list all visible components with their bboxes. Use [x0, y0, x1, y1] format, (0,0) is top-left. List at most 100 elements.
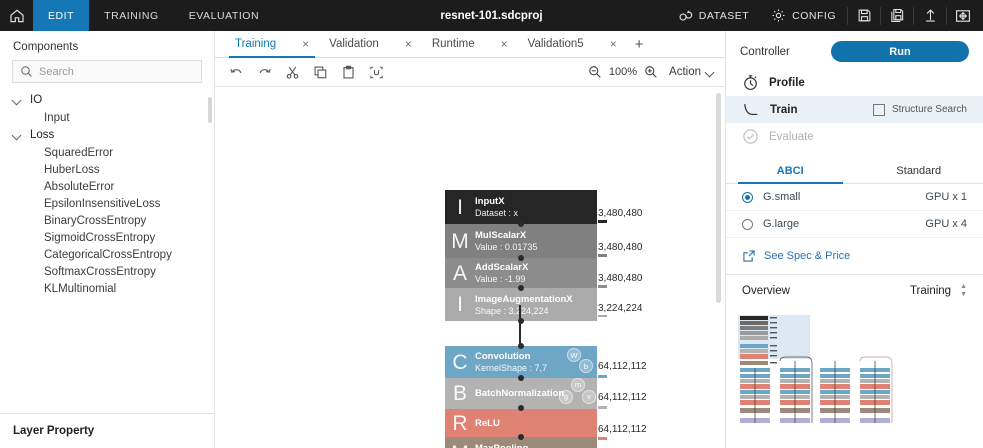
instance-option-gsmall[interactable]: G.small GPU x 1 — [726, 184, 983, 211]
header-tab-edit[interactable]: EDIT — [33, 0, 90, 31]
sidebar-item-squarederror[interactable]: SquaredError — [44, 146, 114, 159]
sidebar-item-epsiloninsensitiveloss[interactable]: EpsilonInsensitiveLoss — [44, 197, 161, 210]
header-tab-training[interactable]: TRAINING — [89, 0, 174, 31]
controller-row-profile[interactable]: Profile — [726, 69, 983, 96]
tab-abci[interactable]: ABCI — [726, 158, 855, 184]
sidebar-scrollbar[interactable] — [208, 97, 212, 123]
search-field[interactable] — [12, 60, 202, 83]
controller-row-train[interactable]: Train Structure Search — [726, 96, 983, 123]
save-icon[interactable] — [848, 0, 880, 31]
toolbar-right: 100% Action — [588, 65, 717, 79]
stepper-up[interactable]: ▲ — [960, 283, 967, 290]
dataset-button[interactable]: DATASET — [667, 0, 760, 31]
sidebar-item-clipped[interactable] — [0, 297, 214, 304]
graph-node-relu[interactable]: R ReLU — [445, 409, 597, 437]
instance-option-glarge[interactable]: G.large GPU x 4 — [726, 211, 983, 238]
sidebar-item-binarycrossentropy[interactable]: BinaryCrossEntropy — [44, 214, 147, 227]
controller-row-evaluate[interactable]: Evaluate — [726, 123, 983, 150]
sidebar-item-absoluteerror[interactable]: AbsoluteError — [44, 180, 115, 193]
radio-icon[interactable] — [742, 218, 753, 230]
home-icon[interactable] — [0, 0, 33, 31]
sidebar-item-input[interactable]: Input — [44, 111, 70, 124]
close-icon[interactable]: × — [302, 37, 310, 51]
fit-screen-icon[interactable] — [947, 0, 979, 31]
tab-standard[interactable]: Standard — [896, 165, 942, 177]
components-list[interactable]: IO Input Loss SquaredError HuberLoss Abs… — [0, 91, 214, 413]
node-glyph: I — [457, 195, 463, 219]
node-port[interactable] — [518, 318, 524, 324]
search-input[interactable] — [39, 65, 194, 78]
param-badge-v[interactable]: v — [582, 389, 596, 404]
cut-icon[interactable] — [279, 60, 305, 84]
tab-training[interactable]: Training × — [225, 31, 319, 58]
node-port[interactable] — [518, 255, 524, 261]
tab-validation5[interactable]: Validation5 × — [518, 31, 627, 57]
zoom-level: 100% — [608, 66, 638, 78]
header-tab-evaluation[interactable]: EVALUATION — [174, 0, 274, 31]
sidebar-item-klmultinomial[interactable]: KLMultinomial — [44, 282, 117, 295]
zoom-out-icon[interactable] — [588, 65, 602, 79]
graph-node-inputx[interactable]: I InputX Dataset : x — [445, 190, 597, 224]
graph-node-addscalarx[interactable]: A AddScalarX Value : -1.99 — [445, 258, 597, 288]
sidebar-group-io[interactable]: IO — [0, 91, 214, 109]
param-badge-g[interactable]: g — [559, 389, 573, 404]
structure-search-toggle[interactable]: Structure Search — [872, 103, 967, 116]
undo-icon[interactable] — [223, 60, 249, 84]
close-icon[interactable]: × — [404, 37, 412, 51]
save-as-icon[interactable] — [881, 0, 913, 31]
node-port[interactable] — [518, 343, 524, 349]
edge-input-chain — [519, 305, 521, 347]
node-dimension: 64,112,112 — [598, 361, 647, 372]
overview-selector[interactable]: Training ▲ ▼ — [910, 283, 967, 298]
node-port[interactable] — [518, 434, 524, 440]
node-glyph: M — [451, 229, 469, 253]
config-button[interactable]: CONFIG — [760, 0, 847, 31]
checkbox-icon[interactable] — [872, 103, 885, 116]
network-canvas[interactable]: I InputX Dataset : x 3,480,480 M MulScal… — [215, 87, 725, 448]
graph-node-mulscalarx[interactable]: M MulScalarX Value : 0.01735 — [445, 224, 597, 258]
stepper-icon[interactable]: ▲ ▼ — [960, 283, 967, 298]
canvas-vertical-scrollbar[interactable] — [716, 93, 721, 303]
add-tab-button[interactable]: + — [634, 35, 644, 53]
overview-thumbnail[interactable] — [726, 307, 983, 448]
upload-icon[interactable] — [914, 0, 946, 31]
config-label: CONFIG — [792, 9, 836, 22]
param-badge-w[interactable]: W — [567, 348, 581, 362]
instance-label: G.small — [763, 191, 801, 203]
sidebar-item-softmaxcrossentropy[interactable]: SoftmaxCrossEntropy — [44, 265, 156, 278]
param-badge-m[interactable]: m — [571, 378, 585, 392]
node-name: Convolution — [475, 351, 531, 362]
stepper-down[interactable]: ▼ — [960, 291, 967, 298]
see-spec-and-price-link[interactable]: See Spec & Price — [726, 238, 983, 274]
action-menu[interactable]: Action — [665, 66, 713, 78]
node-port[interactable] — [518, 375, 524, 381]
sidebar-item-huberloss[interactable]: HuberLoss — [44, 163, 100, 176]
redo-icon[interactable] — [251, 60, 277, 84]
copy-icon[interactable] — [307, 60, 333, 84]
structure-search-label: Structure Search — [891, 104, 967, 115]
sidebar-item-categoricalcrossentropy[interactable]: CategoricalCrossEntropy — [44, 248, 172, 261]
layer-property-section[interactable]: Layer Property — [0, 413, 214, 448]
close-icon[interactable]: × — [500, 37, 508, 51]
close-icon[interactable]: × — [609, 37, 617, 51]
tab-validation[interactable]: Validation × — [319, 31, 422, 57]
param-badge-b[interactable]: b — [579, 359, 593, 373]
node-port[interactable] — [518, 221, 524, 227]
graph-node-batchnormalization[interactable]: B BatchNormalization m g v — [445, 378, 597, 409]
sidebar-item-sigmoidcrossentropy[interactable]: SigmoidCrossEntropy — [44, 231, 156, 244]
run-button[interactable]: Run — [831, 41, 969, 62]
sidebar-group-loss[interactable]: Loss — [0, 126, 214, 144]
node-port[interactable] — [518, 405, 524, 411]
tab-runtime[interactable]: Runtime × — [422, 31, 518, 57]
dimension-color-bar — [598, 285, 607, 288]
paste-icon[interactable] — [335, 60, 361, 84]
graph-node-imageaugmentationx[interactable]: I ImageAugmentationX Shape : 3,224,224 — [445, 288, 597, 321]
node-port[interactable] — [518, 285, 524, 291]
unit-icon[interactable] — [363, 60, 389, 84]
sidebar-group-label: IO — [30, 94, 43, 106]
radio-icon[interactable] — [742, 191, 753, 203]
graph-node-convolution[interactable]: C Convolution KernelShape : 7,7 W b — [445, 346, 597, 378]
editor-tabbar: Training × Validation × Runtime × Valida… — [215, 31, 725, 58]
zoom-in-icon[interactable] — [644, 65, 658, 79]
graph-node-maxpooling[interactable]: M MaxPooling Shape : 3,3 — [445, 437, 597, 448]
